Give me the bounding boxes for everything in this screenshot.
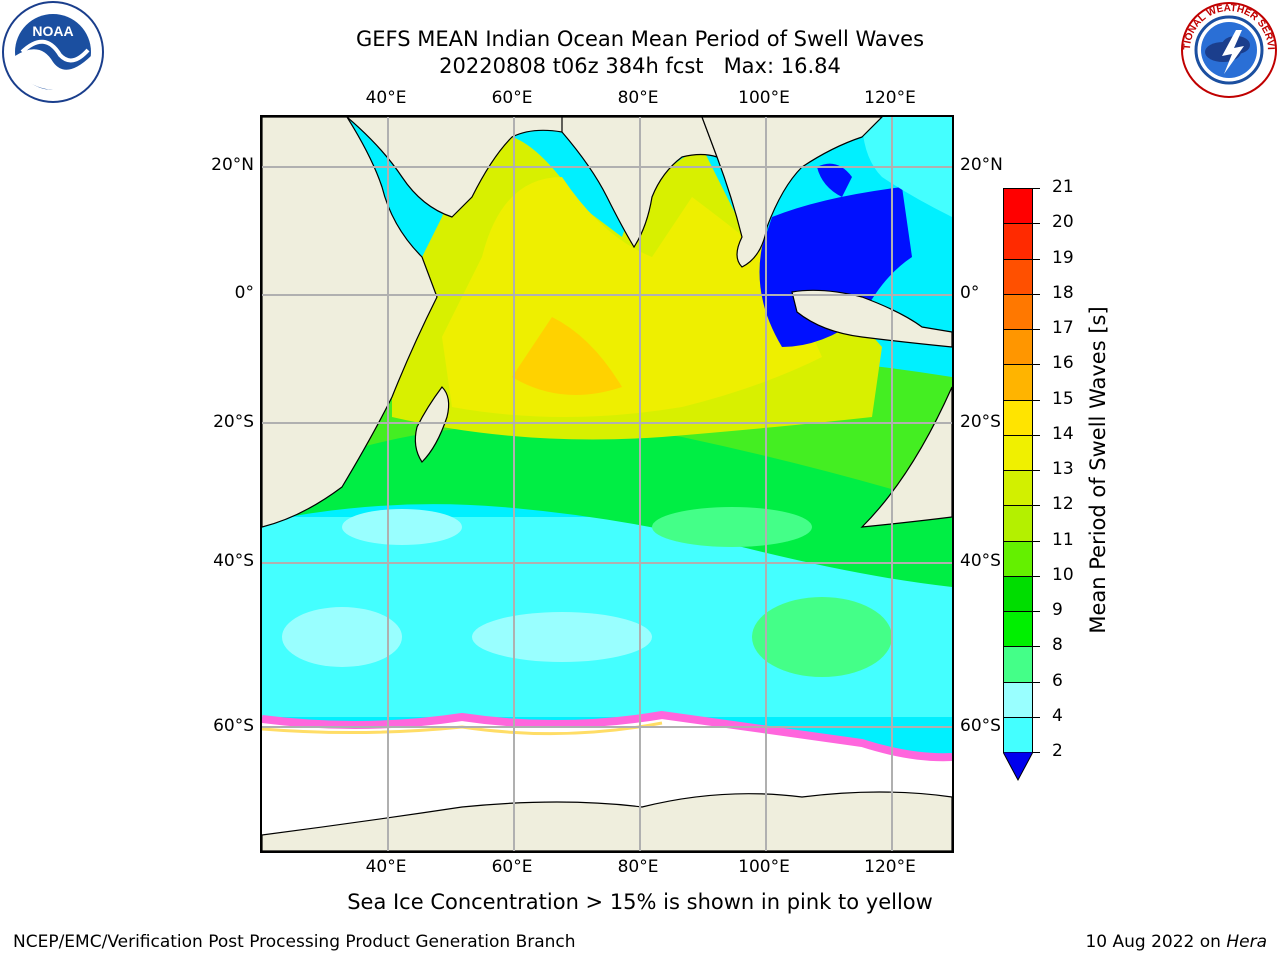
- colorbar-tick-label: 19: [1052, 247, 1074, 268]
- colorbar-tick-label: 21: [1052, 177, 1074, 197]
- swell-band-green: [262, 417, 952, 587]
- colorbar-segment: [1003, 399, 1033, 436]
- land-africa: [262, 117, 438, 528]
- colorbar-tick-label: 2: [1052, 741, 1063, 761]
- colorbar-tick-label: 20: [1052, 212, 1074, 233]
- footer-credit: NCEP/EMC/Verification Post Processing Pr…: [13, 932, 576, 952]
- lat-label-right: 0°: [960, 283, 980, 303]
- colorbar-segment: [1003, 223, 1033, 260]
- nws-logo: NATIONAL WEATHER SERVICE: [1174, 0, 1280, 100]
- lon-label-bottom: 80°E: [617, 857, 659, 877]
- lon-label-bottom: 40°E: [365, 857, 407, 877]
- land-southeast-asia: [701, 117, 883, 268]
- colorbar-tick: [1033, 223, 1040, 225]
- colorbar-segment: [1003, 364, 1033, 401]
- lat-label-left: 40°S: [213, 551, 254, 571]
- colorbar-segment: [1003, 293, 1033, 330]
- colorbar-segment: [1003, 188, 1033, 225]
- colorbar-segment: [1003, 540, 1033, 577]
- lon-label-top: 120°E: [864, 88, 916, 108]
- colorbar-tick: [1033, 470, 1040, 471]
- map-gridlines: [262, 117, 952, 851]
- lat-label-right: 20°S: [960, 412, 1001, 432]
- colorbar: [1003, 188, 1033, 782]
- chart-subtitle: 20220808 t06z 384h fcst Max: 16.84: [439, 54, 841, 78]
- colorbar-tick: [1033, 188, 1040, 189]
- footer-host: Hera: [1226, 932, 1267, 952]
- lon-label-bottom: 120°E: [864, 857, 916, 877]
- colorbar-tick: [1033, 434, 1040, 436]
- colorbar-segment: [1003, 434, 1033, 471]
- swell-max-region: [512, 317, 622, 395]
- colorbar-tick-label: 15: [1052, 388, 1074, 409]
- colorbar-tick-label: 16: [1052, 353, 1074, 374]
- noaa-logo: NOAA: [0, 0, 106, 104]
- colorbar-segment: [1003, 470, 1033, 507]
- lon-label-bottom: 60°E: [491, 857, 533, 877]
- lat-label-right: 40°S: [960, 551, 1001, 571]
- colorbar-tick: [1033, 681, 1040, 683]
- land-indonesia: [791, 289, 952, 348]
- noaa-logo-text: NOAA: [32, 23, 73, 39]
- colorbar-segment: [1003, 716, 1033, 753]
- lat-label-right: 20°N: [960, 155, 1003, 175]
- colorbar-segment: [1003, 575, 1033, 612]
- footer-date-text: 10 Aug 2022 on: [1085, 932, 1227, 952]
- colorbar-segment: [1003, 258, 1033, 295]
- colorbar-tick: [1033, 364, 1040, 366]
- colorbar-tick-label: 18: [1052, 282, 1074, 303]
- land-australia: [860, 386, 952, 528]
- colorbar-tick-label: 6: [1052, 670, 1063, 691]
- colorbar-tick: [1033, 329, 1040, 330]
- lat-label-left: 60°S: [213, 716, 254, 736]
- lon-label-bottom: 100°E: [738, 857, 790, 877]
- lat-label-right: 60°S: [960, 716, 1001, 736]
- colorbar-tick: [1033, 646, 1040, 648]
- footer-date: 10 Aug 2022 on Hera: [1085, 932, 1267, 952]
- colorbar-tick-label: 12: [1052, 494, 1074, 515]
- colorbar-segment: [1003, 611, 1033, 648]
- colorbar-tick-label: 17: [1052, 318, 1074, 338]
- lon-label-top: 60°E: [491, 88, 533, 108]
- colorbar-tick: [1033, 258, 1040, 260]
- colorbar-tick-label: 9: [1052, 600, 1063, 620]
- lon-label-top: 100°E: [738, 88, 790, 108]
- colorbar-tick-label: 14: [1052, 423, 1074, 444]
- colorbar-tick: [1033, 752, 1040, 753]
- colorbar-tick-label: 11: [1052, 529, 1074, 550]
- lat-label-left: 0°: [234, 283, 254, 303]
- colorbar-segment: [1003, 646, 1033, 683]
- colorbar-segment: [1003, 505, 1033, 542]
- colorbar-title: Mean Period of Swell Waves [s]: [1086, 306, 1110, 634]
- colorbar-tick: [1033, 716, 1040, 718]
- colorbar-tick-label: 4: [1052, 705, 1063, 726]
- colorbar-tick-label: 8: [1052, 635, 1063, 656]
- sea-ice-note: Sea Ice Concentration > 15% is shown in …: [347, 890, 933, 914]
- land-madagascar: [414, 386, 450, 463]
- colorbar-extend-triangle: [1003, 752, 1033, 782]
- chart-title: GEFS MEAN Indian Ocean Mean Period of Sw…: [355, 27, 925, 51]
- colorbar-tick: [1033, 540, 1040, 542]
- colorbar-tick: [1033, 505, 1040, 507]
- colorbar-tick: [1033, 399, 1040, 401]
- lat-label-left: 20°N: [211, 155, 254, 175]
- land-antarctica: [262, 791, 952, 851]
- colorbar-segment: [1003, 329, 1033, 366]
- lon-label-top: 40°E: [365, 88, 407, 108]
- lat-label-left: 20°S: [213, 412, 254, 432]
- map-frame: [260, 115, 954, 853]
- map-canvas: [262, 117, 952, 851]
- colorbar-tick: [1033, 575, 1040, 577]
- lon-label-top: 80°E: [617, 88, 659, 108]
- colorbar-tick-label: 10: [1052, 564, 1074, 585]
- colorbar-tick-label: 13: [1052, 459, 1074, 479]
- colorbar-tick: [1033, 611, 1040, 612]
- colorbar-segment: [1003, 681, 1033, 718]
- colorbar-tick: [1033, 293, 1040, 295]
